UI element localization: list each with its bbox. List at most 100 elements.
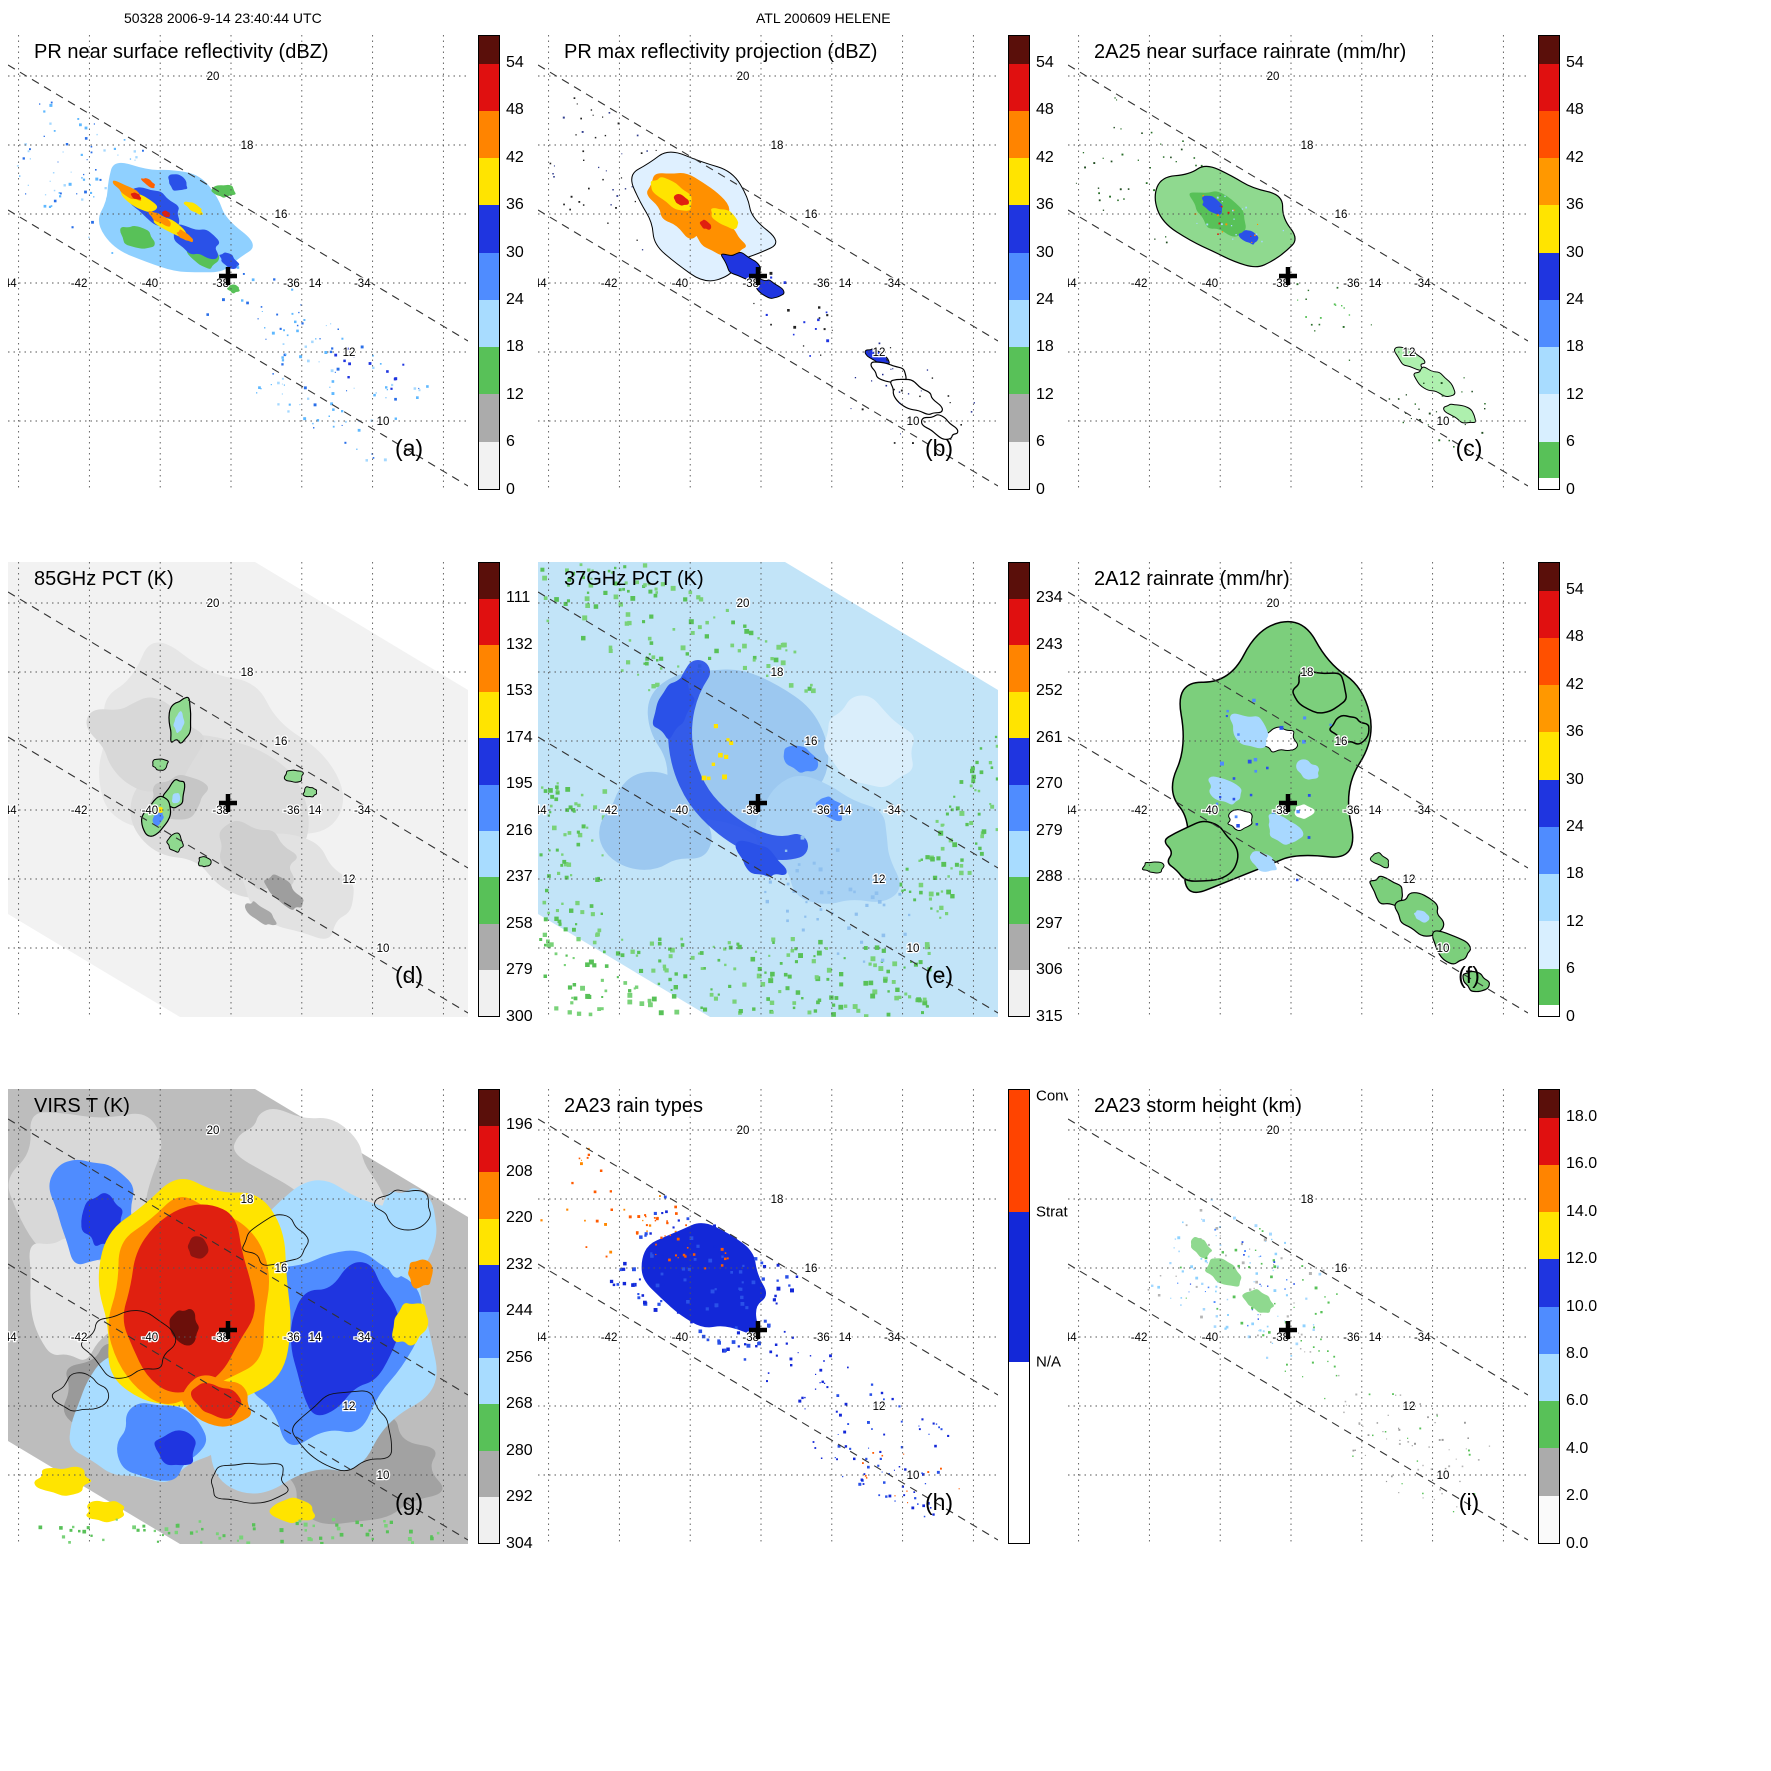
colorbar-tick-label: 0.0 — [1566, 1534, 1589, 1552]
feature-blob — [699, 219, 712, 230]
colorbar-tick-label: 279 — [506, 961, 533, 979]
colorbar-tick-label: 0 — [506, 480, 515, 498]
svg-text:14: 14 — [1369, 278, 1382, 290]
colorbar-tick-label: 208 — [506, 1162, 533, 1180]
feature-blob — [227, 284, 240, 294]
colorbar-tick-label: 42 — [1566, 675, 1584, 693]
feature-blob — [161, 210, 171, 218]
svg-text:-40: -40 — [142, 1332, 159, 1344]
feature-blob — [1431, 930, 1472, 965]
colorbar-tick-label: 153 — [506, 682, 533, 700]
map-canvas-h: -44 -42 -40 -38 -36 -34 20 18 16 14 12 10 — [529, 1089, 999, 1544]
svg-text:18: 18 — [241, 140, 254, 152]
graticule-labels: -44 -42 -40 -38 -36 -34 20 18 16 14 12 10 — [1059, 1124, 1451, 1484]
colorbar-segment — [1539, 779, 1559, 828]
svg-text:-34: -34 — [884, 1332, 901, 1344]
feature-blob — [152, 758, 169, 771]
colorbar-segment — [1009, 830, 1029, 878]
colorbar-segment — [1539, 874, 1559, 922]
feature-blob — [1329, 714, 1370, 745]
colorbar-tick-label: 196 — [506, 1116, 533, 1134]
map-background — [1068, 35, 1528, 490]
map-canvas-a: -44 -42 -40 -38 -36 -34 20 18 16 14 12 10 — [0, 35, 469, 490]
colorbar-segment — [1009, 157, 1029, 206]
map-canvas-b: -44 -42 -40 -38 -36 -34 20 18 16 14 12 10 — [529, 35, 999, 490]
storm-header: ATL 200609 HELENE — [756, 10, 891, 26]
colorbar-tick-label: 111 — [506, 589, 531, 607]
svg-text:-40: -40 — [672, 278, 689, 290]
colorbar-segment — [479, 1090, 499, 1127]
colorbar-segment — [479, 110, 499, 158]
colorbar-tick-label: 18 — [506, 338, 524, 356]
colorbar-tick-label: 6 — [506, 433, 515, 451]
colorbar-segment — [479, 645, 499, 692]
colorbar — [1538, 1089, 1560, 1544]
colorbar-segment — [1539, 252, 1559, 301]
svg-text:-42: -42 — [71, 278, 88, 290]
feature-blob — [1443, 403, 1477, 424]
feature-blob — [1208, 776, 1242, 805]
colorbar-tick-label: 12 — [1566, 912, 1584, 930]
feature-blob — [130, 192, 142, 200]
svg-text:10: 10 — [1437, 416, 1450, 428]
colorbar-tick-label: 279 — [1036, 821, 1063, 839]
svg-text:-36: -36 — [1343, 805, 1360, 817]
svg-text:-34: -34 — [354, 805, 371, 817]
feature-blob — [1141, 861, 1165, 874]
colorbar-tick-label: 48 — [506, 101, 524, 119]
feature-blob — [211, 184, 236, 198]
svg-text:-42: -42 — [71, 1332, 88, 1344]
colorbar-segment — [479, 36, 499, 64]
colorbar-segment — [1539, 63, 1559, 111]
colorbar-tick-label: 18 — [1566, 865, 1584, 883]
colorbar-tick-label: 48 — [1566, 101, 1584, 119]
colorbar-segment — [479, 347, 499, 395]
feature-blob — [198, 856, 212, 868]
colorbar — [478, 562, 500, 1017]
feature-blob — [1230, 713, 1269, 749]
svg-text:-44: -44 — [538, 1332, 547, 1344]
map-c: -44 -42 -40 -38 -36 -34 20 18 16 14 12 10 — [1059, 35, 1529, 490]
feature-blob — [1369, 875, 1403, 907]
svg-text:-38: -38 — [212, 278, 229, 290]
feature-blob — [377, 1188, 437, 1278]
colorbar-tick-label: 36 — [506, 196, 524, 214]
map-canvas-i: -44 -42 -40 -38 -36 -34 20 18 16 14 12 10 — [1059, 1089, 1529, 1544]
colorbar-segment — [479, 1496, 499, 1543]
feature-blob — [166, 832, 184, 853]
svg-text:-34: -34 — [354, 1332, 371, 1344]
feature-blob — [1268, 813, 1304, 845]
feature-blob — [1394, 346, 1426, 371]
svg-text:20: 20 — [207, 598, 220, 610]
colorbar-segment — [1009, 691, 1029, 739]
colorbar-tick-label: 132 — [506, 635, 533, 653]
map-g: -44 -42 -40 -38 -36 -34 20 18 16 14 12 10 — [0, 1089, 469, 1546]
feature-spk — [1196, 195, 1284, 243]
feature-blob — [154, 1430, 196, 1466]
svg-text:14: 14 — [1369, 805, 1382, 817]
colorbar-segment — [479, 1172, 499, 1219]
svg-text:-36: -36 — [1343, 1332, 1360, 1344]
svg-text:16: 16 — [805, 1263, 818, 1275]
colorbar-ticks: Conv Strat N/A — [1036, 1087, 1096, 1544]
map-canvas-f: -44 -42 -40 -38 -36 -34 20 18 16 14 12 10 — [1059, 562, 1529, 1017]
colorbar-tick-label: 300 — [506, 1007, 533, 1025]
colorbar-tick-label: 304 — [506, 1534, 533, 1552]
map-background — [1068, 1089, 1528, 1544]
svg-text:-36: -36 — [283, 278, 300, 290]
colorbar-segment — [1539, 394, 1559, 442]
svg-text:-38: -38 — [1272, 278, 1289, 290]
feature-spk — [766, 1330, 849, 1410]
feature-blob — [711, 208, 739, 230]
swath-edge-lines — [1067, 64, 1529, 487]
feature-spk — [764, 835, 911, 963]
swath-edge-lines — [537, 591, 999, 1014]
svg-text:12: 12 — [343, 874, 356, 886]
feature-blob — [754, 278, 785, 299]
svg-text:-34: -34 — [1414, 1332, 1431, 1344]
feature-blob — [1462, 970, 1490, 993]
colorbar — [1538, 35, 1560, 490]
feature-spk — [753, 271, 833, 357]
colorbar-tick-label: 2.0 — [1566, 1487, 1589, 1505]
colorbar-tick-label: 306 — [1036, 961, 1063, 979]
